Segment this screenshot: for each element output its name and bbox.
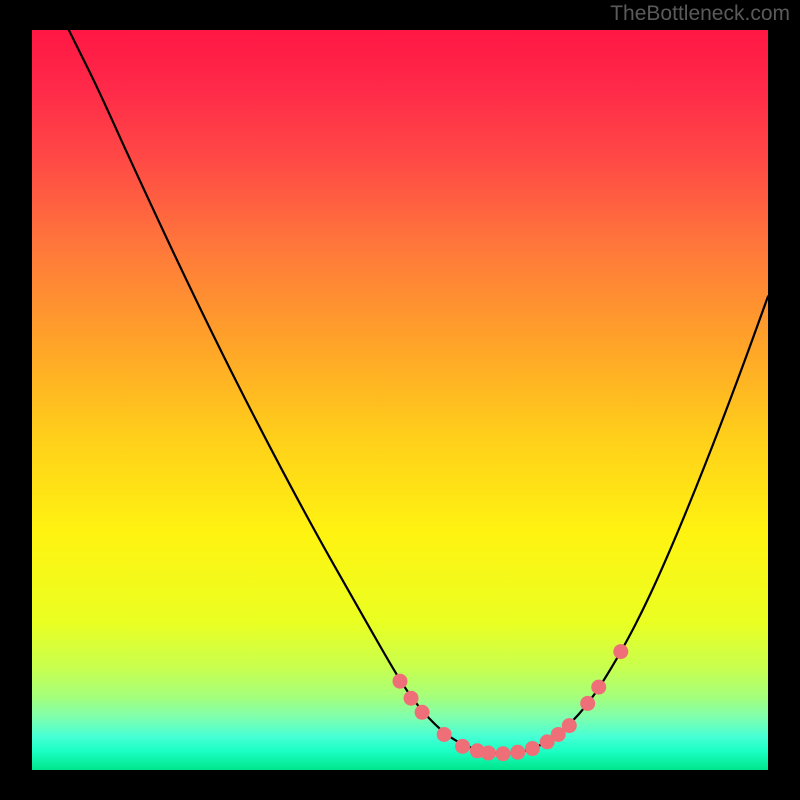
curve-marker xyxy=(455,739,470,754)
chart-stage: TheBottleneck.com xyxy=(0,0,800,800)
plot-background xyxy=(32,30,768,770)
curve-marker xyxy=(496,746,511,761)
curve-marker xyxy=(562,718,577,733)
curve-marker xyxy=(404,691,419,706)
curve-marker xyxy=(393,674,408,689)
curve-marker xyxy=(591,680,606,695)
curve-marker xyxy=(437,727,452,742)
curve-marker xyxy=(580,696,595,711)
curve-marker xyxy=(613,644,628,659)
attribution-label: TheBottleneck.com xyxy=(610,2,790,26)
curve-marker xyxy=(481,745,496,760)
curve-marker xyxy=(415,705,430,720)
plot-svg xyxy=(0,0,800,800)
curve-marker xyxy=(510,745,525,760)
curve-marker xyxy=(525,741,540,756)
